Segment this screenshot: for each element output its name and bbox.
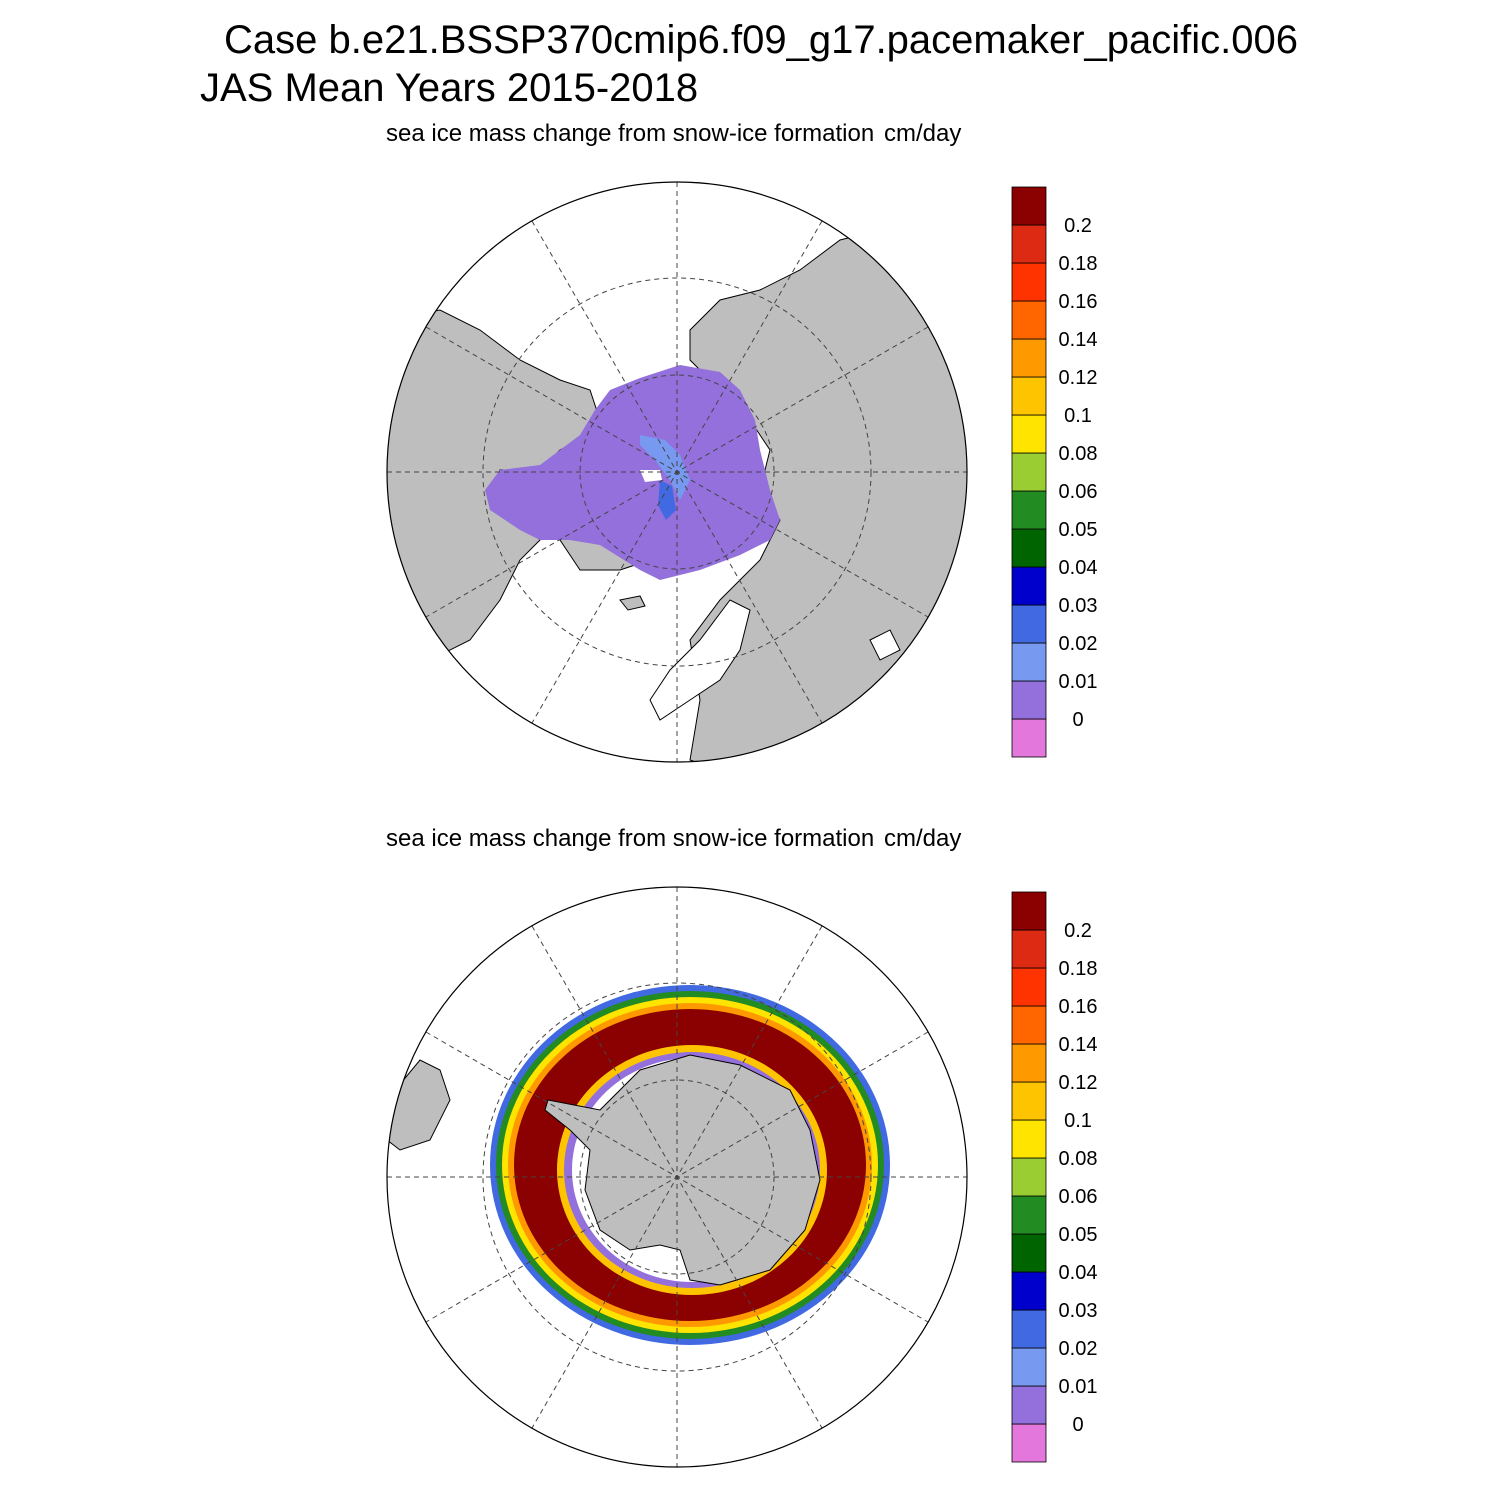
south-colorbar-box bbox=[1011, 929, 1047, 969]
south-colorbar-label: 0.2 bbox=[1064, 920, 1092, 942]
north-polar-map bbox=[386, 181, 968, 763]
south-colorbar-label: 0.02 bbox=[1059, 1338, 1098, 1360]
north-colorbar-label: 0 bbox=[1072, 709, 1083, 731]
north-colorbar-box bbox=[1011, 604, 1047, 644]
south-land bbox=[387, 1054, 821, 1286]
north-colorbar-box bbox=[1011, 642, 1047, 682]
north-colorbar-label: 0.1 bbox=[1064, 405, 1092, 427]
north-colorbar-label: 0.04 bbox=[1059, 557, 1098, 579]
south-polar-map bbox=[386, 886, 968, 1468]
north-colorbar-box bbox=[1011, 414, 1047, 454]
south-colorbar-box bbox=[1011, 967, 1047, 1007]
south-colorbar-box bbox=[1011, 1157, 1047, 1197]
north-colorbar-label: 0.05 bbox=[1059, 519, 1098, 541]
north-colorbar-box bbox=[1011, 376, 1047, 416]
south-colorbar-box bbox=[1011, 1347, 1047, 1387]
south-colorbar-box bbox=[1011, 1271, 1047, 1311]
north-colorbar-label: 0.2 bbox=[1064, 215, 1092, 237]
figure-title-season: JAS Mean Years 2015-2018 bbox=[200, 66, 699, 110]
north-colorbar-box bbox=[1011, 718, 1047, 758]
south-colorbar-label: 0.05 bbox=[1059, 1224, 1098, 1246]
south-colorbar-label: 0.12 bbox=[1059, 1072, 1098, 1094]
south-colorbar-label: 0.18 bbox=[1059, 958, 1098, 980]
south-colorbar-label: 0.08 bbox=[1059, 1148, 1098, 1170]
south-colorbar-box bbox=[1011, 1385, 1047, 1425]
south-colorbar-box bbox=[1011, 1309, 1047, 1349]
panel-north-title: sea ice mass change from snow-ice format… bbox=[386, 120, 875, 147]
north-graticule bbox=[387, 182, 967, 762]
north-colorbar-label: 0.14 bbox=[1059, 329, 1098, 351]
north-colorbar-label: 0.03 bbox=[1059, 595, 1098, 617]
south-colorbar-box bbox=[1011, 1081, 1047, 1121]
north-map-border bbox=[386, 181, 968, 763]
south-colorbar-box bbox=[1011, 1423, 1047, 1463]
south-colorbar-box bbox=[1011, 1119, 1047, 1159]
south-colorbar-box bbox=[1011, 891, 1047, 931]
panel-north-units: cm/day bbox=[884, 120, 962, 147]
north-colorbar-box bbox=[1011, 262, 1047, 302]
south-colorbar-box bbox=[1011, 1195, 1047, 1235]
north-colorbar-label: 0.01 bbox=[1059, 671, 1098, 693]
south-colorbar-label: 0.04 bbox=[1059, 1262, 1098, 1284]
south-graticule bbox=[387, 887, 967, 1467]
north-colorbar-label: 0.06 bbox=[1059, 481, 1098, 503]
north-colorbar-label: 0.16 bbox=[1059, 291, 1098, 313]
north-colorbar-box bbox=[1011, 566, 1047, 606]
north-colorbar-label: 0.08 bbox=[1059, 443, 1098, 465]
south-colorbar-box bbox=[1011, 1005, 1047, 1045]
south-map-border bbox=[386, 886, 968, 1468]
north-colorbar-box bbox=[1011, 680, 1047, 720]
north-colorbar-box bbox=[1011, 224, 1047, 264]
south-colorbar-label: 0.01 bbox=[1059, 1376, 1098, 1398]
north-colorbar-label: 0.02 bbox=[1059, 633, 1098, 655]
panel-south-units: cm/day bbox=[884, 825, 962, 852]
south-colorbar-label: 0.03 bbox=[1059, 1300, 1098, 1322]
south-colorbar-label: 0.1 bbox=[1064, 1110, 1092, 1132]
north-colorbar-box bbox=[1011, 452, 1047, 492]
north-colorbar-box bbox=[1011, 338, 1047, 378]
north-colorbar: 0 0.01 0.02 0.03 0.04 0.05 0.06 0.08 0.1 0.12 0.14… bbox=[1011, 186, 1098, 758]
south-colorbar-label: 0 bbox=[1072, 1414, 1083, 1436]
south-colorbar: 0 0.01 0.02 0.03 0.04 0.05 0.06 0.08 0.1 0.12 0.14… bbox=[1011, 891, 1098, 1463]
south-colorbar-box bbox=[1011, 1233, 1047, 1273]
south-colorbar-box bbox=[1011, 1043, 1047, 1083]
south-colorbar-label: 0.14 bbox=[1059, 1034, 1098, 1056]
north-colorbar-label: 0.12 bbox=[1059, 367, 1098, 389]
north-colorbar-box bbox=[1011, 186, 1047, 226]
north-colorbar-box bbox=[1011, 528, 1047, 568]
south-colorbar-label: 0.06 bbox=[1059, 1186, 1098, 1208]
panel-south-title: sea ice mass change from snow-ice format… bbox=[386, 825, 875, 852]
south-colorbar-label: 0.16 bbox=[1059, 996, 1098, 1018]
north-colorbar-box bbox=[1011, 300, 1047, 340]
north-colorbar-label: 0.18 bbox=[1059, 253, 1098, 275]
figure-title-case: Case b.e21.BSSP370cmip6.f09_g17.pacemake… bbox=[224, 18, 1299, 62]
north-colorbar-box bbox=[1011, 490, 1047, 530]
